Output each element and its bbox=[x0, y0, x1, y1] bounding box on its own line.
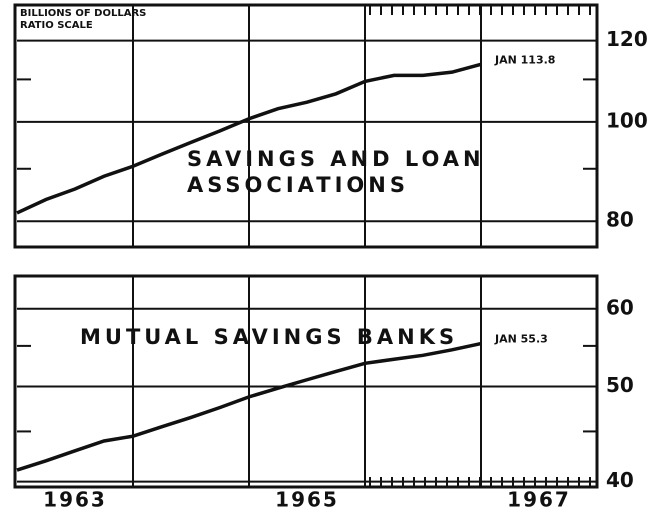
unit-label: BILLIONS OF DOLLARS bbox=[20, 8, 146, 19]
panel-title: MUTUAL SAVINGS BANKS bbox=[80, 325, 458, 349]
panel-title: ASSOCIATIONS bbox=[187, 173, 409, 197]
end-label: JAN 113.8 bbox=[494, 53, 555, 66]
panel-frame bbox=[13, 274, 599, 489]
x-tick-label: 1967 bbox=[507, 488, 571, 512]
y-tick-label: 80 bbox=[606, 208, 634, 232]
y-tick-label: 120 bbox=[606, 27, 648, 51]
end-label: JAN 55.3 bbox=[494, 333, 548, 346]
y-tick-label: 60 bbox=[606, 295, 634, 319]
unit-label: RATIO SCALE bbox=[20, 20, 93, 31]
y-tick-label: 50 bbox=[606, 373, 634, 397]
panel-title: SAVINGS AND LOAN bbox=[187, 147, 485, 171]
panel-frame bbox=[13, 3, 599, 249]
y-tick-label: 100 bbox=[606, 108, 648, 132]
x-tick-label: 1963 bbox=[43, 488, 107, 512]
series-line bbox=[16, 341, 482, 472]
y-tick-label: 40 bbox=[606, 468, 634, 492]
series-line bbox=[16, 62, 482, 215]
x-tick-label: 1965 bbox=[275, 488, 339, 512]
